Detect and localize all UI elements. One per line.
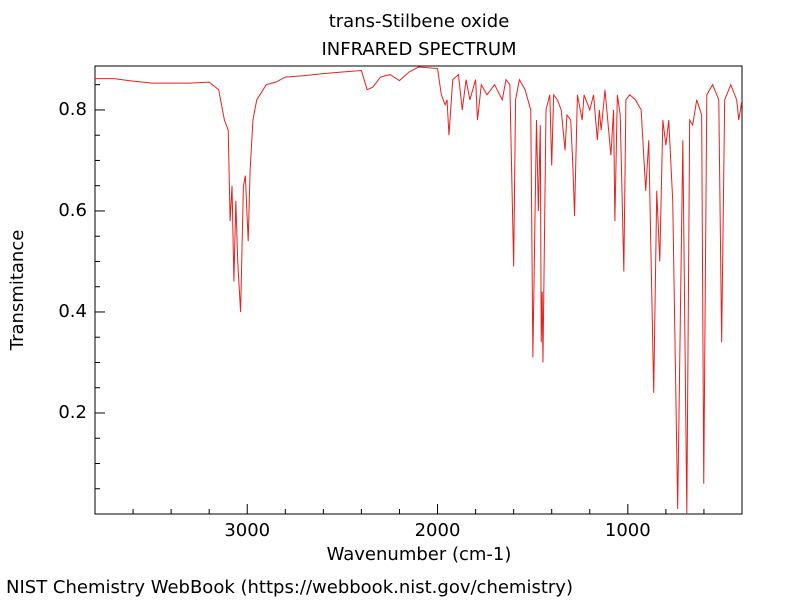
y-tick-label: 0.6 bbox=[58, 200, 87, 221]
chart-subtitle: INFRARED SPECTRUM bbox=[321, 39, 516, 60]
y-tick-label: 0.2 bbox=[58, 402, 87, 423]
x-tick-label: 3000 bbox=[224, 520, 270, 541]
chart-title: trans-Stilbene oxide bbox=[329, 11, 510, 32]
spectrum-line bbox=[95, 66, 742, 514]
x-tick-label: 1000 bbox=[605, 520, 651, 541]
y-axis-label: Transmitance bbox=[7, 230, 28, 352]
x-axis-label: Wavenumber (cm-1) bbox=[327, 544, 512, 565]
y-tick-label: 0.8 bbox=[58, 99, 87, 120]
plot-frame bbox=[94, 65, 743, 515]
x-tick-label: 2000 bbox=[415, 520, 461, 541]
y-tick-label: 0.4 bbox=[58, 301, 87, 322]
footer: NIST Chemistry WebBook (https://webbook.… bbox=[6, 577, 573, 598]
